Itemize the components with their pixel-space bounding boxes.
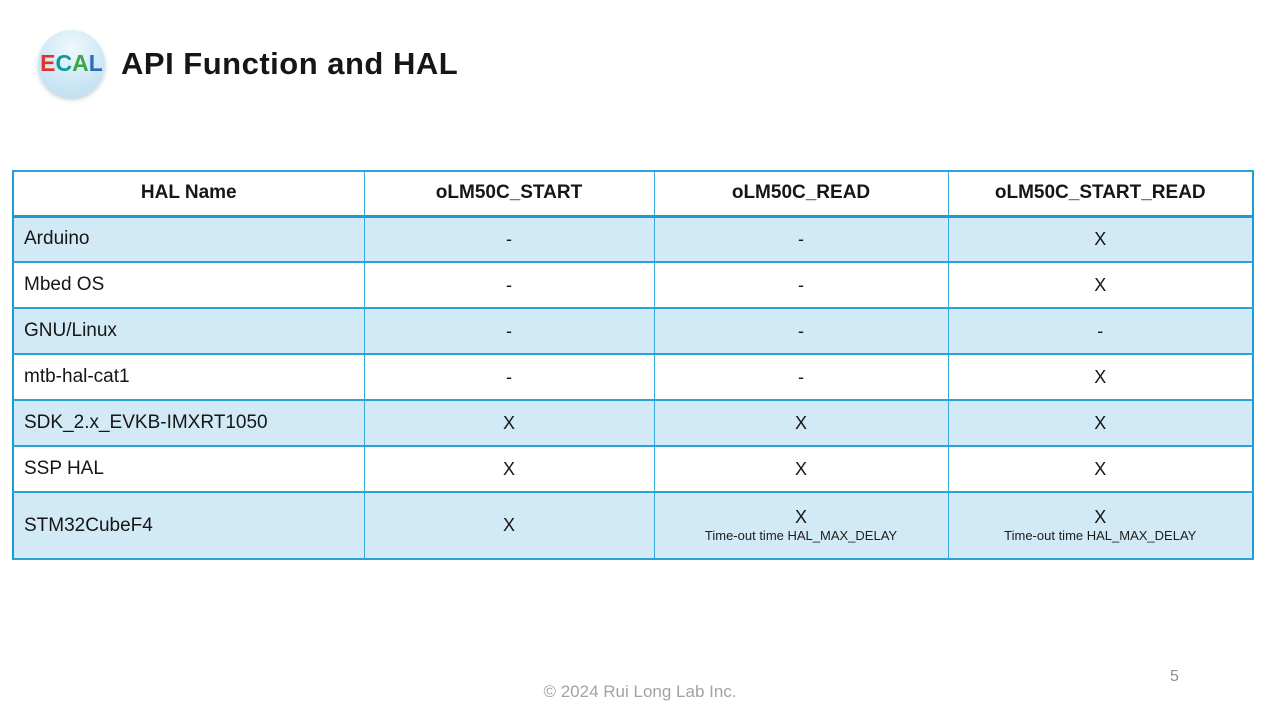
table-row: Mbed OS - - X (12, 261, 1254, 309)
table-row: mtb-hal-cat1 - - X (12, 353, 1254, 401)
read-cell: X Time-out time HAL_MAX_DELAY (653, 491, 949, 560)
column-header-start: oLM50C_START (363, 170, 655, 218)
start-cell: - (363, 307, 655, 355)
hal-name-cell: Arduino (12, 215, 365, 263)
hal-name-cell: SSP HAL (12, 445, 365, 493)
hal-name-cell: Mbed OS (12, 261, 365, 309)
logo-letter-l: L (88, 50, 103, 76)
read-note: Time-out time HAL_MAX_DELAY (704, 527, 898, 543)
start-cell: - (363, 261, 655, 309)
page-title: API Function and HAL (121, 45, 459, 81)
start-read-value: X (1094, 506, 1107, 527)
footer-copyright: © 2024 Rui Long Lab Inc. (543, 682, 737, 701)
column-header-start-read: oLM50C_START_READ (947, 170, 1254, 218)
start-read-cell: X Time-out time HAL_MAX_DELAY (947, 491, 1254, 560)
read-cell: - (653, 215, 949, 263)
start-cell: X (363, 491, 655, 560)
table-row: GNU/Linux - - - (12, 307, 1254, 355)
read-cell: - (653, 307, 949, 355)
column-header-hal-name: HAL Name (12, 170, 365, 218)
start-cell: - (363, 353, 655, 401)
hal-name-cell: mtb-hal-cat1 (12, 353, 365, 401)
read-cell: - (653, 261, 949, 309)
page-number: 5 (1170, 668, 1179, 685)
start-read-cell: X (947, 353, 1254, 401)
start-cell: X (363, 399, 655, 447)
table-row: Arduino - - X (12, 215, 1254, 263)
start-cell: - (363, 215, 655, 263)
table-row: SSP HAL X X X (12, 445, 1254, 493)
logo-letter-a: A (72, 50, 89, 76)
start-read-cell: - (947, 307, 1254, 355)
read-cell: X (653, 399, 949, 447)
start-read-cell: X (947, 261, 1254, 309)
start-read-cell: X (947, 445, 1254, 493)
column-header-read: oLM50C_READ (653, 170, 949, 218)
start-cell: X (363, 445, 655, 493)
table-header-row: HAL Name oLM50C_START oLM50C_READ oLM50C… (12, 170, 1254, 218)
read-cell: - (653, 353, 949, 401)
hal-name-cell: STM32CubeF4 (12, 491, 365, 560)
table-row: STM32CubeF4 X X Time-out time HAL_MAX_DE… (12, 491, 1254, 560)
hal-name-cell: SDK_2.x_EVKB-IMXRT1050 (12, 399, 365, 447)
logo-letter-c: C (55, 50, 73, 76)
hal-name-cell: GNU/Linux (12, 307, 365, 355)
start-read-note: Time-out time HAL_MAX_DELAY (1004, 527, 1197, 543)
start-read-cell: X (947, 215, 1254, 263)
read-cell: X (653, 445, 949, 493)
logo-letter-e: E (40, 50, 56, 76)
read-value: X (794, 506, 807, 527)
start-read-cell: X (947, 399, 1254, 447)
hal-compatibility-table: HAL Name oLM50C_START oLM50C_READ oLM50C… (12, 170, 1254, 560)
table-row: SDK_2.x_EVKB-IMXRT1050 X X X (12, 399, 1254, 447)
